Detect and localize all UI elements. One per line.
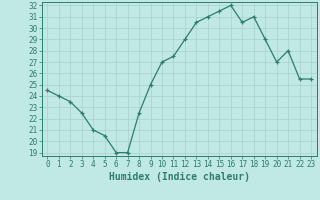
- X-axis label: Humidex (Indice chaleur): Humidex (Indice chaleur): [109, 172, 250, 182]
